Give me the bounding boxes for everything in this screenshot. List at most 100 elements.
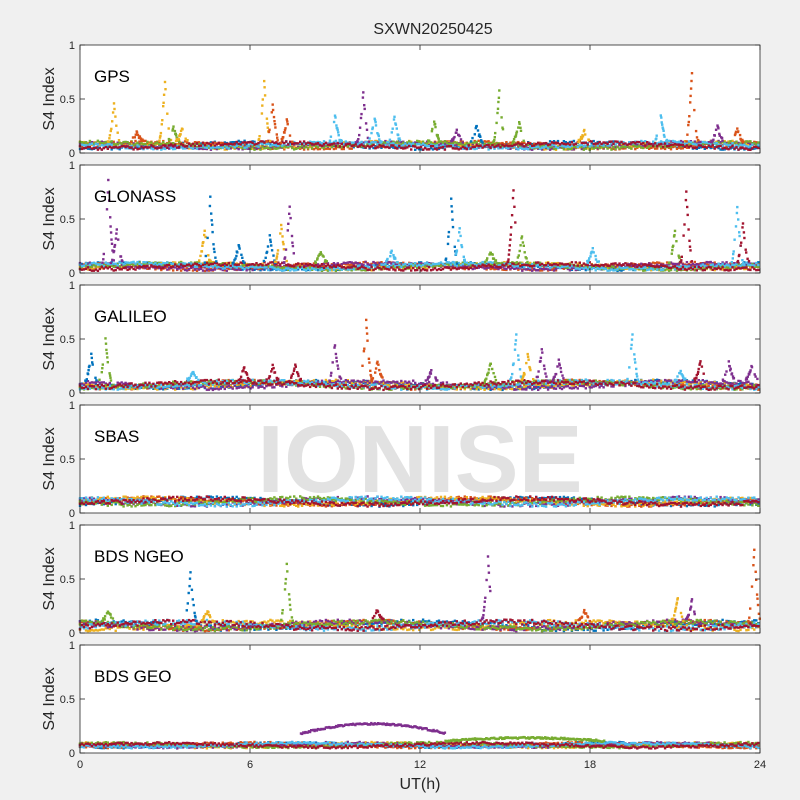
- data-point: [328, 139, 332, 142]
- data-point: [376, 139, 379, 143]
- data-point: [465, 147, 468, 151]
- data-point: [537, 269, 540, 272]
- data-point: [268, 128, 271, 131]
- data-point: [392, 262, 395, 265]
- data-point: [398, 141, 401, 144]
- data-point: [291, 140, 294, 143]
- data-point: [271, 147, 274, 150]
- data-point: [498, 89, 501, 92]
- data-point: [162, 93, 166, 96]
- data-point: [487, 146, 490, 150]
- data-point: [496, 107, 500, 110]
- data-point: [392, 144, 395, 147]
- data-point: [687, 123, 690, 127]
- data-point: [152, 142, 155, 145]
- data-point: [650, 146, 653, 149]
- data-point: [221, 141, 224, 145]
- data-point: [326, 147, 330, 150]
- data-point: [241, 148, 244, 151]
- data-point: [544, 143, 548, 146]
- data-point: [507, 143, 510, 146]
- chart-title: SXWN20250425: [373, 21, 492, 38]
- data-point: [377, 134, 380, 138]
- data-point: [201, 147, 205, 151]
- data-point: [610, 148, 613, 151]
- data-point: [474, 126, 477, 130]
- data-point: [689, 101, 692, 104]
- data-point: [96, 143, 100, 146]
- data-point: [577, 138, 580, 142]
- data-point: [249, 145, 252, 149]
- data-point: [219, 141, 222, 145]
- data-point: [166, 146, 169, 149]
- data-point: [521, 141, 524, 144]
- data-point: [253, 148, 256, 151]
- data-point: [360, 140, 363, 144]
- data-point: [731, 139, 734, 143]
- data-point: [335, 124, 338, 127]
- data-point: [749, 140, 752, 143]
- data-point: [717, 127, 720, 130]
- data-point: [117, 139, 121, 142]
- data-point: [431, 127, 434, 131]
- data-point: [195, 147, 199, 150]
- data-point: [162, 105, 165, 108]
- data-point: [503, 143, 506, 146]
- data-point: [471, 136, 474, 140]
- data-point: [354, 141, 357, 144]
- data-point: [370, 131, 373, 135]
- data-point: [489, 146, 492, 149]
- data-point: [470, 140, 473, 143]
- data-point: [533, 142, 536, 146]
- data-point: [271, 103, 274, 106]
- data-point: [447, 261, 451, 264]
- data-point: [495, 121, 498, 125]
- data-point: [419, 145, 423, 149]
- data-point: [243, 143, 246, 147]
- data-point: [586, 268, 589, 271]
- data-point: [113, 107, 116, 111]
- data-point: [665, 138, 668, 142]
- data-point: [221, 146, 224, 150]
- data-point: [661, 123, 664, 126]
- data-point: [134, 139, 137, 143]
- data-point: [178, 140, 181, 144]
- data-point: [685, 261, 689, 264]
- data-point: [237, 139, 240, 143]
- data-point: [159, 131, 163, 135]
- data-point: [612, 147, 615, 151]
- data-point: [459, 138, 463, 141]
- data-point: [687, 120, 690, 124]
- data-point: [392, 118, 396, 121]
- data-point: [735, 140, 738, 143]
- data-point: [178, 134, 181, 137]
- data-point: [162, 266, 165, 270]
- data-point: [109, 129, 112, 133]
- data-point: [459, 140, 462, 143]
- data-point: [586, 143, 589, 146]
- data-point: [185, 145, 189, 148]
- data-point: [156, 142, 159, 145]
- data-point: [736, 127, 739, 130]
- data-point: [537, 145, 540, 148]
- data-point: [600, 146, 603, 149]
- data-point: [497, 143, 500, 146]
- data-point: [368, 268, 371, 271]
- data-point: [318, 147, 322, 151]
- data-point: [146, 264, 149, 267]
- data-point: [719, 148, 722, 151]
- data-point: [513, 135, 517, 139]
- data-point: [265, 117, 269, 120]
- data-point: [735, 146, 738, 149]
- data-point: [703, 147, 706, 150]
- data-point: [116, 131, 119, 134]
- data-point: [197, 147, 201, 151]
- data-point: [111, 120, 114, 123]
- data-point: [138, 140, 141, 143]
- data-point: [231, 146, 234, 149]
- data-point: [267, 130, 271, 134]
- data-point: [209, 144, 213, 147]
- data-point: [183, 140, 187, 143]
- data-point: [166, 261, 169, 264]
